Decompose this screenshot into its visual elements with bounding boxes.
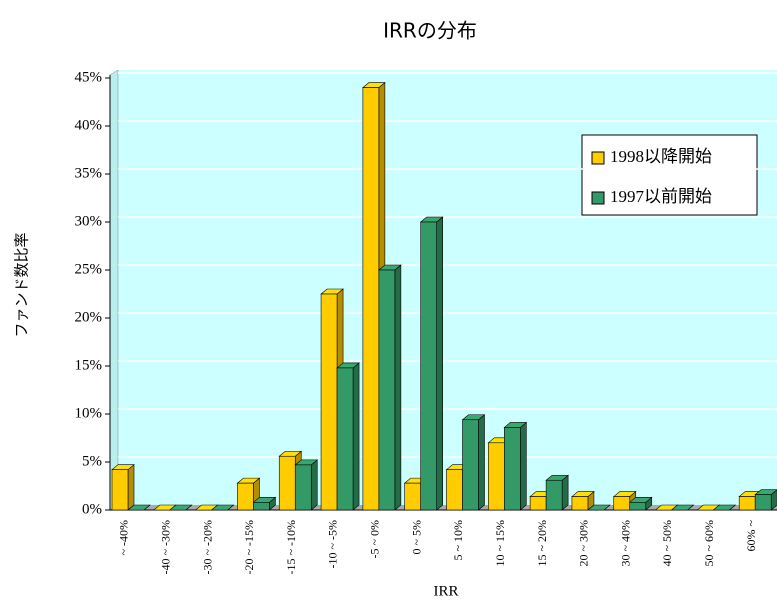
bar-front xyxy=(336,367,354,511)
bar-front xyxy=(571,496,589,511)
bar-front xyxy=(237,482,254,511)
y-tick-label: 25% xyxy=(75,261,103,277)
x-tick-label: 50 ~ 60% xyxy=(702,520,716,567)
bar-top xyxy=(127,504,151,511)
bar xyxy=(503,421,528,511)
x-tick-label: -5 ~ 0% xyxy=(368,520,382,558)
x-tick-label: 15 ~ 20% xyxy=(535,520,549,567)
bar-front xyxy=(420,221,437,511)
bar-front xyxy=(320,293,338,511)
x-tick-label: 60% ~ xyxy=(744,520,758,552)
bar-side xyxy=(520,421,527,511)
bar xyxy=(628,496,653,511)
bar xyxy=(111,464,135,511)
bar xyxy=(545,474,569,511)
bar-front xyxy=(545,479,563,511)
bar-side xyxy=(436,216,443,511)
y-tick-label: 5% xyxy=(82,453,102,469)
bar xyxy=(336,362,360,511)
chart-title: IRRの分布 xyxy=(383,19,477,43)
bar-front xyxy=(378,269,396,511)
x-axis-label: IRR xyxy=(433,583,458,599)
bar-front xyxy=(278,455,296,511)
y-tick-label: 45% xyxy=(75,69,103,85)
bar-front xyxy=(504,427,521,511)
bar-front xyxy=(111,469,129,511)
side-wall xyxy=(109,69,119,511)
bar-top xyxy=(587,504,611,511)
legend-swatch xyxy=(591,191,605,205)
bar-front xyxy=(488,442,505,511)
bar-front xyxy=(253,502,270,511)
bar-front xyxy=(629,502,647,511)
bar-top xyxy=(712,504,737,511)
bar-front xyxy=(404,482,421,511)
x-tick-label: 5 ~ 10% xyxy=(451,520,465,561)
y-tick-label: 0% xyxy=(82,501,102,517)
bar xyxy=(587,504,611,511)
bar-top xyxy=(210,504,235,511)
bar-front xyxy=(446,469,463,511)
y-tick-label: 15% xyxy=(75,357,103,373)
x-tick-label: -40 ~ -30% xyxy=(158,520,172,574)
y-tick-label: 35% xyxy=(75,165,103,181)
bar xyxy=(127,504,151,511)
legend-label: 1998以降開始 xyxy=(610,147,712,166)
x-tick-label: -20 ~ -15% xyxy=(242,520,256,574)
x-tick-label: ~ -40% xyxy=(117,520,131,555)
bar xyxy=(712,504,737,511)
bar-front xyxy=(738,496,756,511)
bar xyxy=(210,504,235,511)
x-tick-label: 30 ~ 40% xyxy=(618,520,632,567)
bar xyxy=(168,504,193,511)
bar-side xyxy=(394,264,402,511)
legend xyxy=(581,134,758,216)
x-tick-label: 10 ~ 15% xyxy=(493,520,507,567)
floor xyxy=(110,505,777,510)
bar xyxy=(252,496,277,511)
bar-top xyxy=(670,504,695,511)
legend-label: 1997以前開始 xyxy=(610,187,712,206)
y-tick-label: 40% xyxy=(75,117,103,133)
x-tick-label: 0 ~ 5% xyxy=(409,520,423,555)
bar-front xyxy=(462,419,479,511)
bar xyxy=(571,490,595,511)
x-tick-label: -10 ~ -5% xyxy=(326,520,340,568)
bar-side xyxy=(310,459,318,511)
bar xyxy=(419,216,444,511)
bar xyxy=(378,264,402,511)
bar-front xyxy=(529,496,547,511)
bar-front xyxy=(613,496,631,511)
y-tick-label: 30% xyxy=(75,213,103,229)
y-tick-label: 10% xyxy=(75,405,103,421)
y-axis-label: ファンド数比率 xyxy=(13,232,31,337)
bar xyxy=(754,489,777,511)
bar-side xyxy=(478,414,485,511)
x-tick-label: 40 ~ 50% xyxy=(660,520,674,567)
bar-front xyxy=(362,87,380,511)
bar xyxy=(294,459,319,511)
legend-swatch xyxy=(591,151,605,165)
x-tick-label: -30 ~ -20% xyxy=(200,520,214,574)
bar xyxy=(670,504,695,511)
bar-top xyxy=(168,504,193,511)
bar-side xyxy=(561,474,569,511)
bar-side xyxy=(127,464,135,511)
y-tick-label: 20% xyxy=(75,309,103,325)
bar-side xyxy=(352,362,360,511)
x-tick-label: 20 ~ 30% xyxy=(577,520,591,567)
bar xyxy=(461,414,486,511)
x-tick-label: -15 ~ -10% xyxy=(284,520,298,574)
bar-front xyxy=(294,464,312,511)
bar-front xyxy=(754,494,772,511)
